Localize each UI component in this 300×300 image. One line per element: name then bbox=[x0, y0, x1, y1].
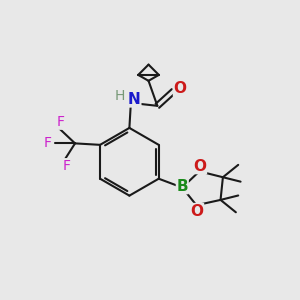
Text: F: F bbox=[44, 136, 52, 150]
Text: O: O bbox=[190, 204, 203, 219]
Text: O: O bbox=[173, 81, 187, 96]
Text: H: H bbox=[115, 89, 125, 103]
Text: O: O bbox=[194, 158, 206, 173]
Text: N: N bbox=[128, 92, 141, 107]
Text: F: F bbox=[56, 115, 64, 129]
Text: F: F bbox=[62, 159, 70, 173]
Text: B: B bbox=[176, 178, 188, 194]
